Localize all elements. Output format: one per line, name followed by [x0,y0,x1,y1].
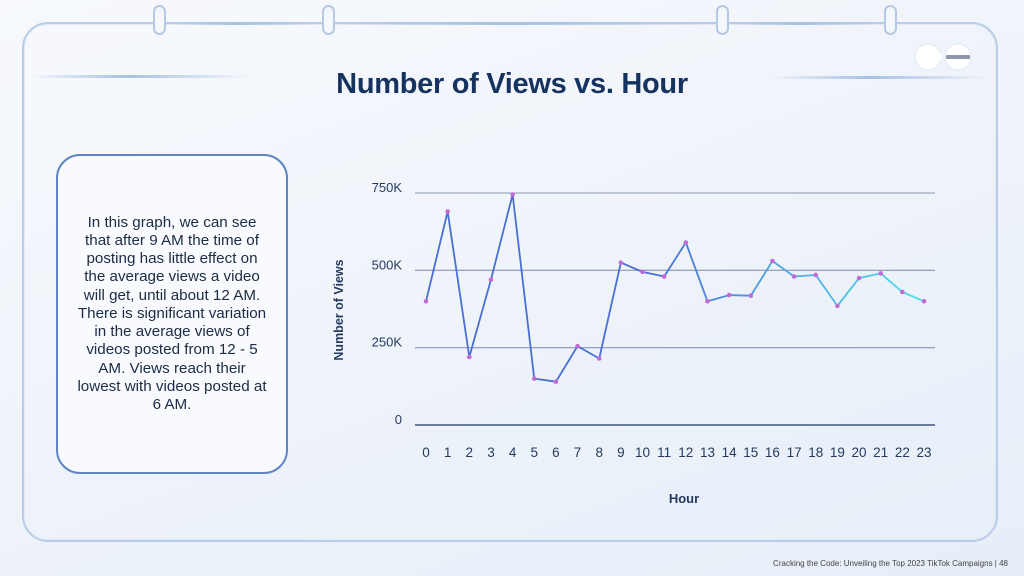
description-text: In this graph, we can see that after 9 A… [77,213,267,413]
x-tick-label: 12 [678,445,693,460]
x-tick-label: 19 [830,445,845,460]
decorative-rule [335,22,715,25]
page-title: Number of Views vs. Hour [336,68,688,100]
decorative-rule [770,76,990,79]
x-tick-label: 2 [466,445,474,460]
decorative-rule [170,22,320,25]
data-point [835,303,840,309]
x-axis-title: Hour [669,491,699,506]
data-point [488,277,494,282]
x-tick-label: 23 [916,445,931,460]
data-point [467,354,472,360]
data-point [856,275,862,281]
x-tick-label: 10 [635,445,650,460]
x-tick-label: 4 [509,445,517,460]
binder-clip-icon [322,5,335,35]
data-point [726,292,732,298]
x-tick-label: 0 [422,445,430,460]
brand-logo-icon [914,43,972,71]
binder-clip-icon [716,5,729,35]
data-point [683,240,689,245]
x-tick-label: 7 [574,445,582,460]
description-card: In this graph, we can see that after 9 A… [56,154,288,474]
decorative-rule [730,22,880,25]
x-tick-label: 15 [743,445,758,460]
binder-clip-icon [153,5,166,35]
x-tick-label: 6 [552,445,560,460]
x-tick-label: 20 [852,445,867,460]
x-tick-label: 3 [487,445,495,460]
data-point [813,272,819,278]
x-tick-label: 13 [700,445,715,460]
series-line [425,193,925,383]
data-point [575,343,580,349]
data-point [748,293,754,298]
data-point [900,289,905,295]
x-tick-label: 11 [657,445,671,460]
binder-clip-icon [884,5,897,35]
y-tick-label: 0 [395,412,402,427]
data-point [553,379,559,384]
x-tick-label: 22 [895,445,910,460]
data-point [618,260,624,265]
data-point [791,274,797,279]
x-tick-label: 14 [722,445,738,460]
x-tick-label: 9 [617,445,625,460]
x-tick-label: 5 [531,445,539,460]
y-tick-label: 250K [372,335,403,350]
data-point [921,298,927,304]
y-tick-label: 500K [372,257,403,272]
data-point [770,258,775,264]
data-point [531,376,537,381]
data-point [596,356,602,361]
data-point [878,271,883,276]
footer-text: Cracking the Code: Unveiling the Top 202… [773,559,1008,568]
data-point [640,269,645,275]
y-tick-label: 750K [372,180,403,195]
y-axis-title: Number of Views [332,259,346,360]
x-tick-label: 8 [595,445,603,460]
data-point [705,298,710,304]
x-tick-label: 1 [444,445,452,460]
data-point [423,298,429,304]
data-point [445,209,450,214]
x-tick-label: 18 [808,445,823,460]
data-point [510,192,515,197]
x-tick-label: 17 [787,445,802,460]
decorative-rule [30,75,250,78]
data-point [661,274,667,279]
x-tick-label: 21 [873,445,888,460]
x-tick-label: 16 [765,445,780,460]
